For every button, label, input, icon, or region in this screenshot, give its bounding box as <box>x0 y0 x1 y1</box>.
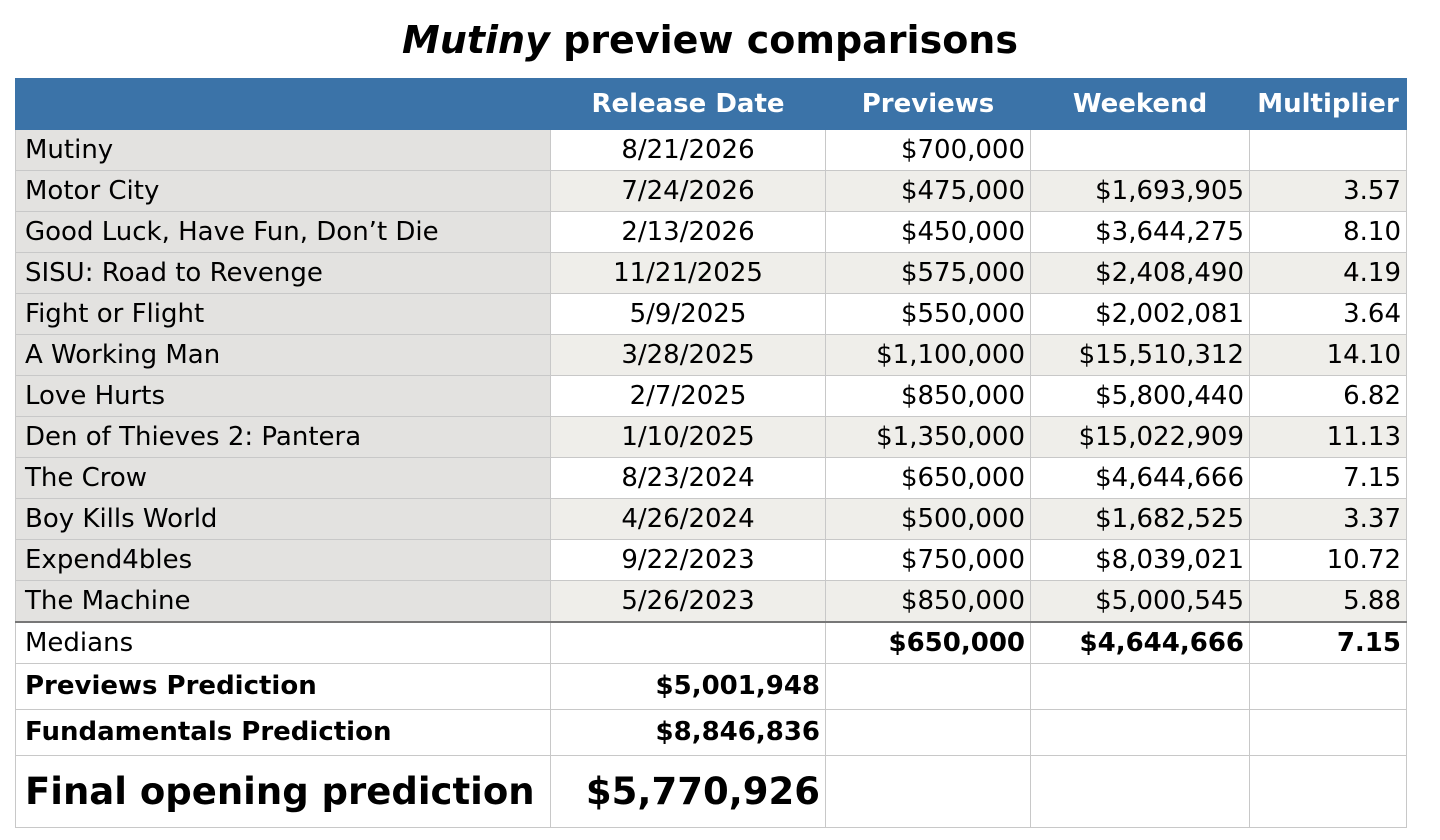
release-date-cell: 5/26/2023 <box>550 580 826 623</box>
title-rest: preview comparisons <box>549 18 1018 62</box>
weekend-cell: $15,022,909 <box>1030 416 1250 458</box>
fundamentals-prediction-row: Fundamentals Prediction $8,846,836 <box>15 708 1407 756</box>
release-date-cell: 11/21/2025 <box>550 252 826 294</box>
table-row: Boy Kills World 4/26/2024 $500,000 $1,682,5… <box>15 498 1407 540</box>
header-title <box>15 78 551 130</box>
multiplier-cell: 11.13 <box>1249 416 1407 458</box>
release-date-cell: 7/24/2026 <box>550 170 826 212</box>
previews-prediction-row: Previews Prediction $5,001,948 <box>15 662 1407 710</box>
movie-title-cell: Den of Thieves 2: Pantera <box>15 416 551 458</box>
previews-cell: $1,100,000 <box>825 334 1031 376</box>
medians-label: Medians <box>15 621 551 664</box>
release-date-cell: 1/10/2025 <box>550 416 826 458</box>
previews-cell: $700,000 <box>825 129 1031 171</box>
multiplier-cell: 3.57 <box>1249 170 1407 212</box>
movie-title-cell: The Crow <box>15 457 551 499</box>
multiplier-cell: 8.10 <box>1249 211 1407 253</box>
page-title: Mutiny preview comparisons <box>0 10 1420 70</box>
release-date-cell: 9/22/2023 <box>550 539 826 581</box>
fundamentals-prediction-label: Fundamentals Prediction <box>15 708 551 756</box>
multiplier-cell: 10.72 <box>1249 539 1407 581</box>
header-previews: Previews <box>825 78 1031 130</box>
header-weekend: Weekend <box>1030 78 1250 130</box>
weekend-cell: $1,682,525 <box>1030 498 1250 540</box>
release-date-cell: 2/13/2026 <box>550 211 826 253</box>
table-row: Love Hurts 2/7/2025 $850,000 $5,800,440 6.82 <box>15 375 1407 417</box>
comparison-table: Release Date Previews Weekend Multiplier… <box>15 78 1407 828</box>
movie-title-cell: Mutiny <box>15 129 551 171</box>
multiplier-cell: 5.88 <box>1249 580 1407 623</box>
previews-cell: $475,000 <box>825 170 1031 212</box>
medians-weekend: $4,644,666 <box>1030 621 1250 664</box>
previews-cell: $650,000 <box>825 457 1031 499</box>
medians-row: Medians $650,000 $4,644,666 7.15 <box>15 621 1407 664</box>
table-row: Expend4bles 9/22/2023 $750,000 $8,039,021 10… <box>15 539 1407 581</box>
medians-previews: $650,000 <box>825 621 1031 664</box>
weekend-cell: $3,644,275 <box>1030 211 1250 253</box>
release-date-cell: 5/9/2025 <box>550 293 826 335</box>
movie-title-cell: SISU: Road to Revenge <box>15 252 551 294</box>
previews-cell: $500,000 <box>825 498 1031 540</box>
release-date-cell: 3/28/2025 <box>550 334 826 376</box>
weekend-cell: $5,000,545 <box>1030 580 1250 623</box>
medians-date-cell <box>550 621 826 664</box>
multiplier-cell: 6.82 <box>1249 375 1407 417</box>
table-row: Motor City 7/24/2026 $475,000 $1,693,905 3.5… <box>15 170 1407 212</box>
medians-multiplier: 7.15 <box>1249 621 1407 664</box>
movie-title-cell: The Machine <box>15 580 551 623</box>
summary-rows: Medians $650,000 $4,644,666 7.15 Preview… <box>15 621 1407 828</box>
movie-title-cell: Fight or Flight <box>15 293 551 335</box>
weekend-cell: $2,408,490 <box>1030 252 1250 294</box>
previews-cell: $575,000 <box>825 252 1031 294</box>
multiplier-cell <box>1249 129 1407 171</box>
multiplier-cell: 4.19 <box>1249 252 1407 294</box>
header-release-date: Release Date <box>550 78 826 130</box>
movie-title-cell: Expend4bles <box>15 539 551 581</box>
table-row: Den of Thieves 2: Pantera 1/10/2025 $1,350… <box>15 416 1407 458</box>
previews-cell: $550,000 <box>825 293 1031 335</box>
weekend-cell: $1,693,905 <box>1030 170 1250 212</box>
multiplier-cell: 7.15 <box>1249 457 1407 499</box>
previews-prediction-value: $5,001,948 <box>550 662 826 710</box>
previews-cell: $850,000 <box>825 580 1031 623</box>
table-row: Fight or Flight 5/9/2025 $550,000 $2,002,08… <box>15 293 1407 335</box>
weekend-cell: $8,039,021 <box>1030 539 1250 581</box>
movie-title-cell: A Working Man <box>15 334 551 376</box>
multiplier-cell: 14.10 <box>1249 334 1407 376</box>
header-multiplier: Multiplier <box>1249 78 1407 130</box>
weekend-cell: $2,002,081 <box>1030 293 1250 335</box>
header-row: Release Date Previews Weekend Multiplier <box>15 78 1407 130</box>
weekend-cell <box>1030 129 1250 171</box>
previews-cell: $750,000 <box>825 539 1031 581</box>
weekend-cell: $5,800,440 <box>1030 375 1250 417</box>
weekend-cell: $15,510,312 <box>1030 334 1250 376</box>
table-row: A Working Man 3/28/2025 $1,100,000 $15,510,… <box>15 334 1407 376</box>
fundamentals-prediction-value: $8,846,836 <box>550 708 826 756</box>
multiplier-cell: 3.37 <box>1249 498 1407 540</box>
previews-prediction-label: Previews Prediction <box>15 662 551 710</box>
movie-title-cell: Boy Kills World <box>15 498 551 540</box>
final-prediction-row: Final opening prediction $5,770,926 <box>15 754 1407 828</box>
movie-title-cell: Motor City <box>15 170 551 212</box>
release-date-cell: 2/7/2025 <box>550 375 826 417</box>
movie-title-cell: Good Luck, Have Fun, Don’t Die <box>15 211 551 253</box>
weekend-cell: $4,644,666 <box>1030 457 1250 499</box>
release-date-cell: 8/23/2024 <box>550 457 826 499</box>
table-row: The Machine 5/26/2023 $850,000 $5,000,545 5.… <box>15 580 1407 623</box>
title-italic: Mutiny <box>402 18 550 62</box>
table-row: The Crow 8/23/2024 $650,000 $4,644,666 7.15 <box>15 457 1407 499</box>
table-row: SISU: Road to Revenge 11/21/2025 $575,000 $… <box>15 252 1407 294</box>
previews-cell: $1,350,000 <box>825 416 1031 458</box>
movie-rows: Mutiny 8/21/2026 $700,000 Motor City 7/24/20… <box>15 129 1407 623</box>
previews-cell: $850,000 <box>825 375 1031 417</box>
previews-cell: $450,000 <box>825 211 1031 253</box>
final-prediction-label: Final opening prediction <box>15 754 551 828</box>
release-date-cell: 4/26/2024 <box>550 498 826 540</box>
release-date-cell: 8/21/2026 <box>550 129 826 171</box>
multiplier-cell: 3.64 <box>1249 293 1407 335</box>
movie-title-cell: Love Hurts <box>15 375 551 417</box>
table-row: Mutiny 8/21/2026 $700,000 <box>15 129 1407 171</box>
table-row: Good Luck, Have Fun, Don’t Die 2/13/2026 $… <box>15 211 1407 253</box>
final-prediction-value: $5,770,926 <box>550 754 826 828</box>
